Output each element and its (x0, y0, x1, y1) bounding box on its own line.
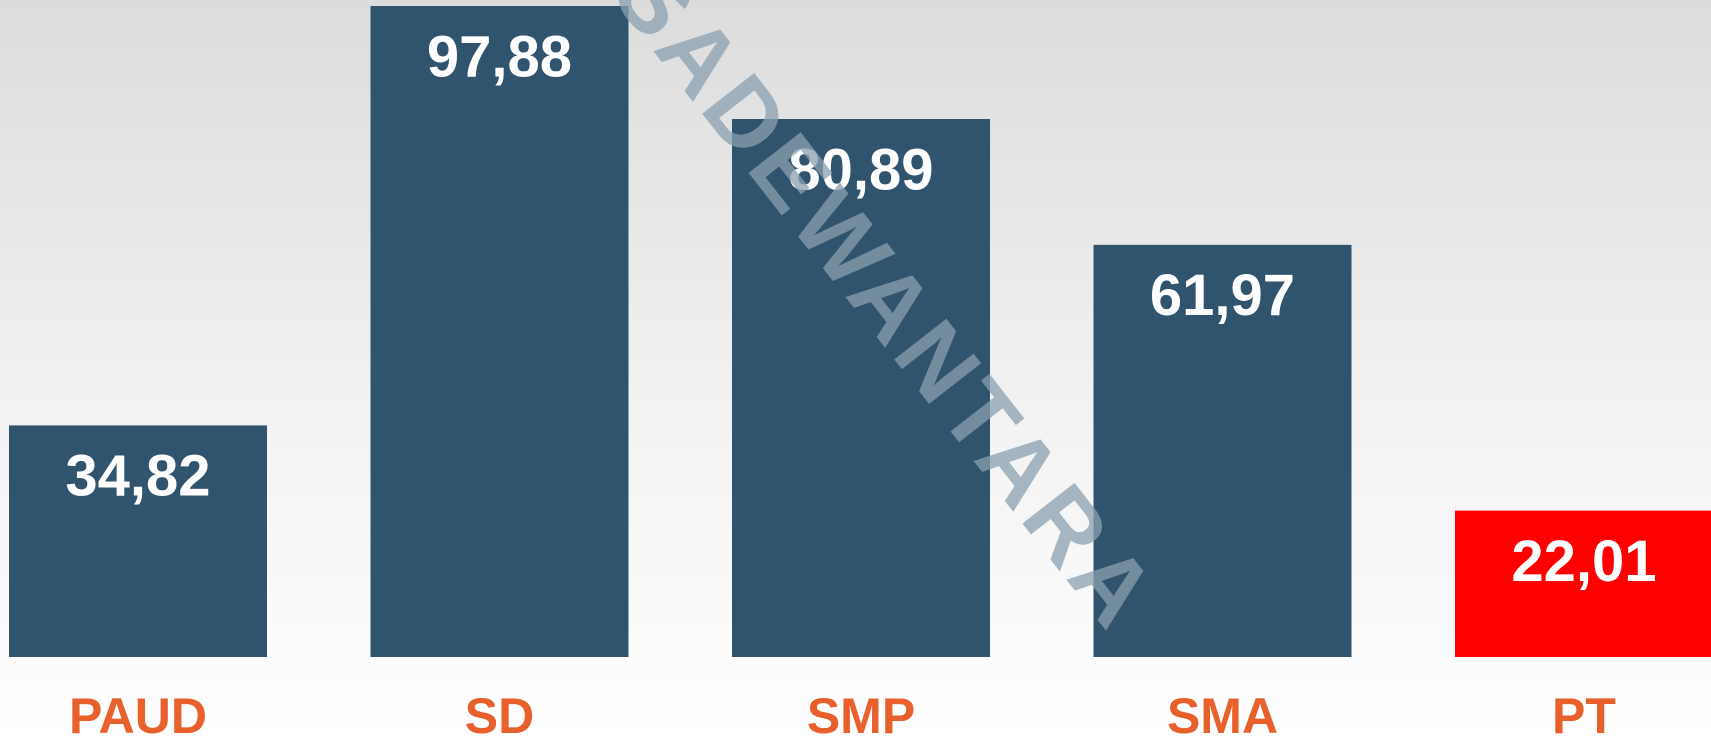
value-label: 97,88 (427, 24, 572, 89)
value-label: 61,97 (1150, 263, 1295, 328)
value-label: 22,01 (1511, 529, 1656, 594)
x-tick-label: PT (1552, 688, 1616, 742)
x-tick-label: SMA (1167, 688, 1278, 742)
value-label: 34,82 (65, 444, 210, 509)
bars: 34,82 PAUD 97,88 SD 80,89 SMP 61,97 SMA 22,01 PT (9, 6, 1711, 742)
bar (1093, 244, 1352, 657)
bar (370, 6, 629, 657)
x-tick-label: SD (465, 688, 534, 742)
bar (732, 119, 990, 658)
x-tick-label: SMP (807, 688, 915, 742)
bar (1455, 510, 1711, 657)
bar (9, 425, 267, 657)
x-tick-label: PAUD (69, 688, 207, 742)
value-label: 80,89 (788, 137, 933, 202)
